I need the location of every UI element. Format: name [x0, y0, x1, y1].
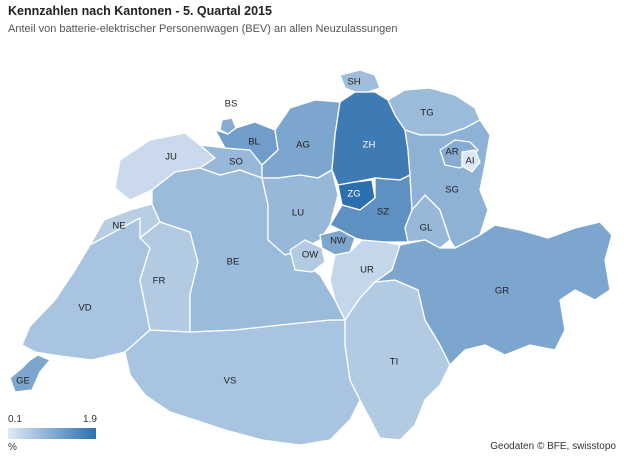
- map-subtitle: Anteil von batterie-elektrischer Persone…: [8, 23, 398, 35]
- source-attribution: Geodaten © BFE, swisstopo: [490, 441, 616, 452]
- canton-ge[interactable]: [9, 354, 51, 393]
- canton-ow[interactable]: [289, 239, 326, 273]
- canton-vd[interactable]: [21, 217, 151, 361]
- canton-vs[interactable]: [124, 319, 361, 446]
- legend-min-value: 0.1: [8, 414, 22, 425]
- legend-color-scale: [8, 428, 96, 439]
- canton-gr[interactable]: [374, 221, 613, 366]
- legend-unit: %: [8, 442, 17, 453]
- canton-sh[interactable]: [339, 69, 381, 93]
- label-bs: BS: [225, 99, 238, 110]
- map-title: Kennzahlen nach Kantonen - 5. Quartal 20…: [8, 4, 272, 18]
- legend-max-value: 1.9: [83, 414, 97, 425]
- canton-ai[interactable]: [461, 149, 481, 173]
- canton-fr[interactable]: [139, 221, 199, 333]
